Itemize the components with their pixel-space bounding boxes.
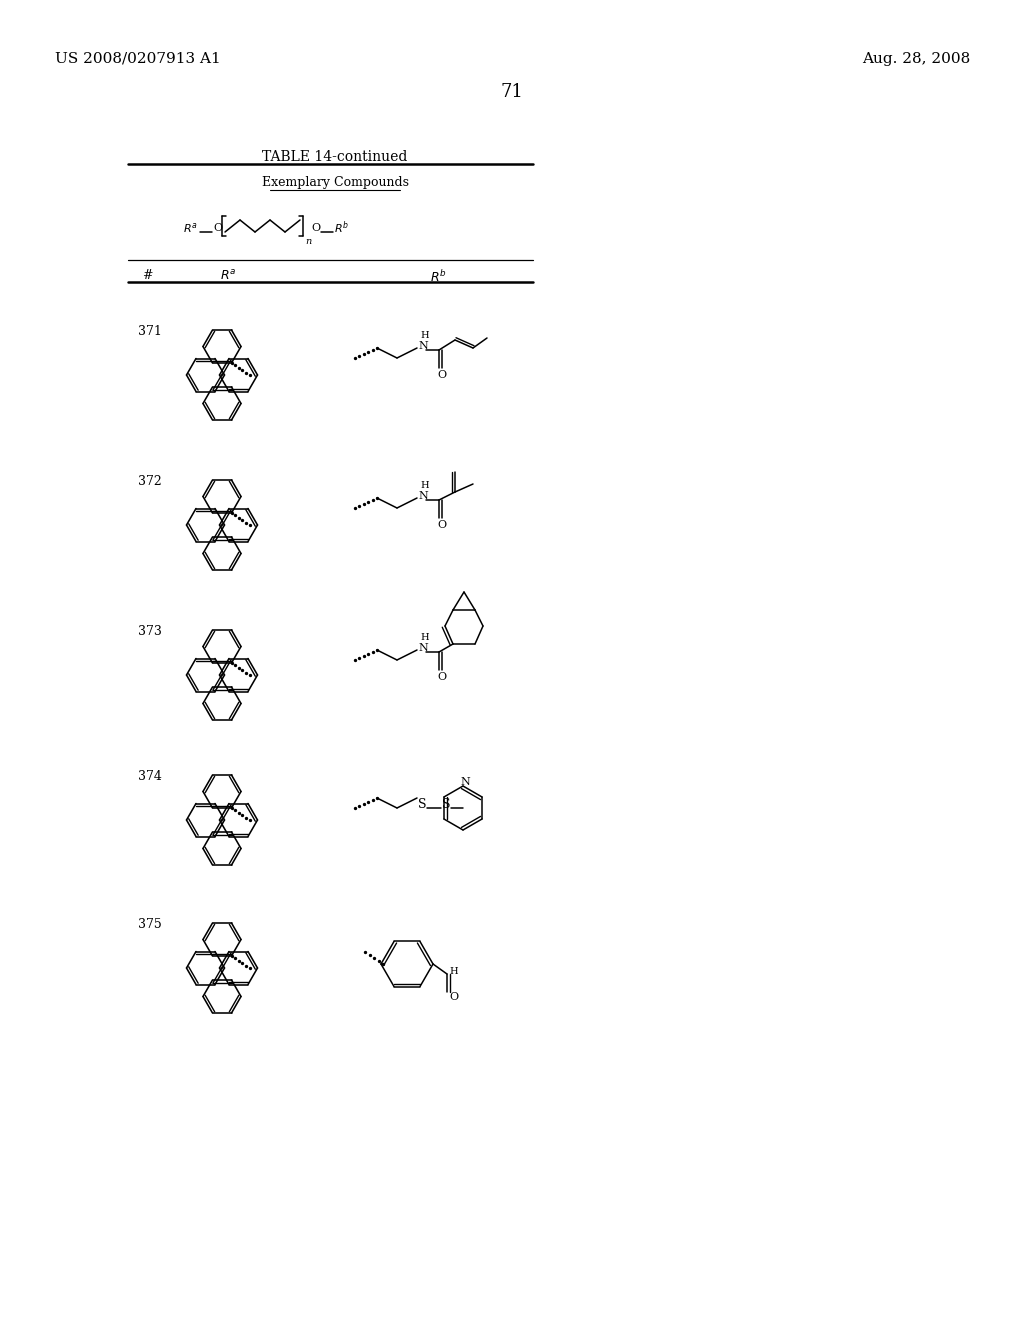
Text: H: H [420, 331, 429, 341]
Text: 372: 372 [138, 475, 162, 488]
Text: 373: 373 [138, 624, 162, 638]
Text: O: O [449, 993, 458, 1002]
Text: H: H [420, 634, 429, 643]
Text: Exemplary Compounds: Exemplary Compounds [261, 176, 409, 189]
Text: N: N [418, 491, 428, 502]
Text: n: n [305, 238, 311, 246]
Text: 375: 375 [138, 917, 162, 931]
Text: N: N [460, 777, 470, 787]
Text: 374: 374 [138, 770, 162, 783]
Text: N: N [418, 341, 428, 351]
Text: $R^b$: $R^b$ [334, 219, 349, 236]
Text: O: O [311, 223, 321, 234]
Text: S: S [418, 797, 427, 810]
Text: O: O [437, 672, 446, 682]
Text: $R^a$: $R^a$ [220, 269, 237, 282]
Text: O: O [437, 370, 446, 380]
Text: H: H [420, 482, 429, 491]
Text: N: N [418, 643, 428, 653]
Text: O: O [437, 520, 446, 531]
Text: US 2008/0207913 A1: US 2008/0207913 A1 [55, 51, 221, 66]
Text: 371: 371 [138, 325, 162, 338]
Text: 71: 71 [501, 83, 523, 102]
Text: O: O [213, 223, 222, 234]
Text: #: # [142, 269, 153, 282]
Text: TABLE 14-continued: TABLE 14-continued [262, 150, 408, 164]
Text: $R^a$: $R^a$ [183, 220, 198, 235]
Text: Aug. 28, 2008: Aug. 28, 2008 [862, 51, 970, 66]
Text: H: H [449, 968, 458, 977]
Text: S: S [442, 797, 451, 810]
Text: $R^b$: $R^b$ [430, 269, 446, 285]
